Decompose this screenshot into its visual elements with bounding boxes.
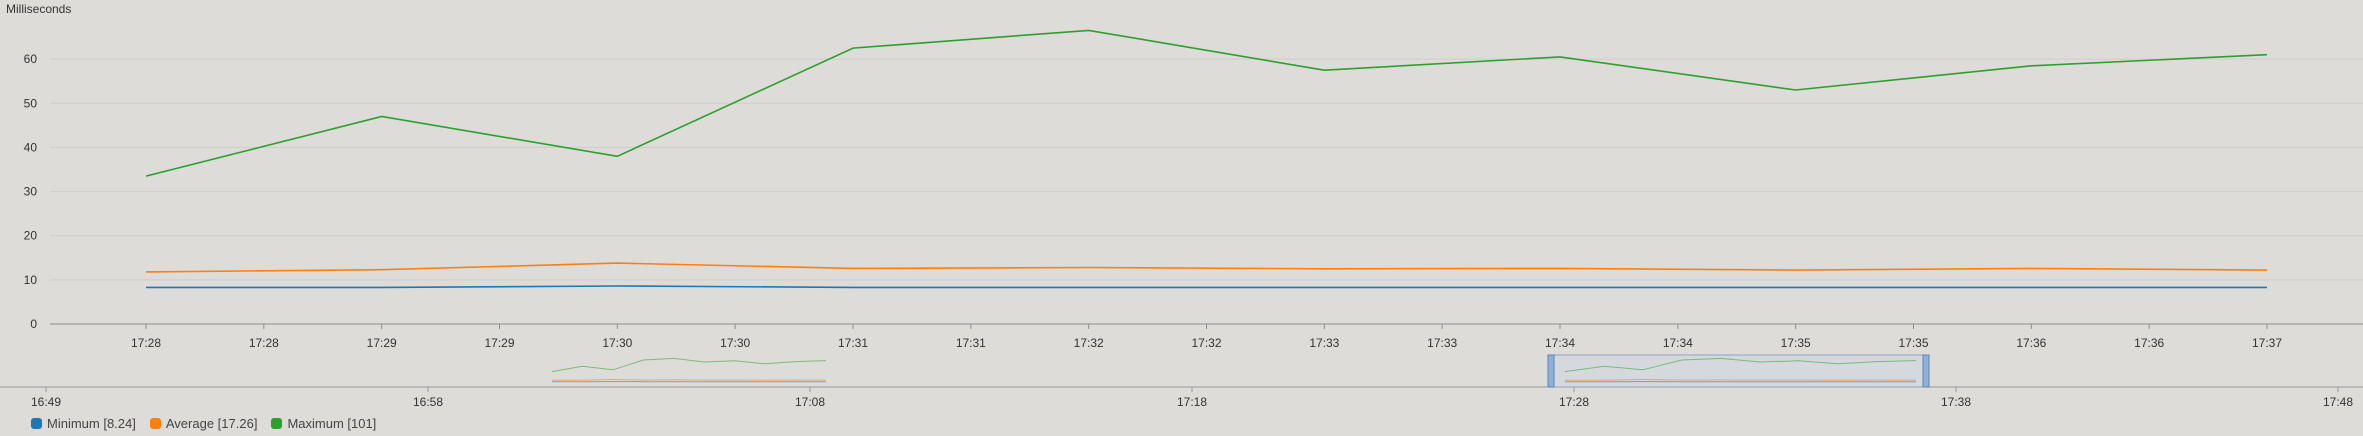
- nav-mini-right-series-1: [1564, 378, 1917, 381]
- legend-label-average: Average [17.26]: [165, 415, 258, 431]
- grid-lines: [50, 58, 2363, 325]
- x-tick-label: 17:34: [1545, 336, 1575, 350]
- legend-swatch-minimum: [31, 417, 42, 429]
- legend-item-maximum[interactable]: Maximum [101]: [271, 416, 376, 431]
- x-tick-label: 17:30: [602, 336, 632, 350]
- x-axis-ticks: 17:28 17:28 17:29 17:29 17:30 17:30 17:31 17:31…: [131, 324, 2282, 350]
- x-tick-label: 17:34: [1663, 336, 1693, 350]
- nav-mini-right-series-2: [1564, 357, 1917, 373]
- y-tick-label: 40: [24, 140, 38, 154]
- x-tick-label: 17:36: [2134, 336, 2164, 350]
- x-tick-label: 17:29: [484, 336, 514, 350]
- x-tick-label: 17:37: [2252, 336, 2282, 350]
- series-lines: [145, 29, 2268, 289]
- navigator-mini-series-left: [551, 357, 827, 383]
- x-tick-label: 17:35: [1781, 336, 1811, 350]
- y-axis-label: Milliseconds: [6, 2, 71, 16]
- y-axis-ticks: 0 10 20 30 40 50 60: [24, 52, 38, 331]
- legend-label-minimum: Minimum [8.24]: [47, 415, 136, 431]
- x-tick-label: 17:36: [2016, 336, 2046, 350]
- navigator-tick-label: 17:18: [1177, 395, 1207, 409]
- navigator-tick-label: 17:28: [1559, 395, 1589, 409]
- navigator-ticks: 16:49 16:58 17:08 17:18 17:28 17:38 17:48: [31, 387, 2353, 409]
- y-tick-label: 0: [30, 317, 37, 331]
- x-tick-label: 17:32: [1074, 336, 1104, 350]
- y-tick-label: 60: [24, 52, 38, 66]
- y-tick-label: 20: [24, 229, 38, 243]
- series-line-average: [145, 262, 2268, 273]
- y-tick-label: 30: [24, 185, 38, 199]
- navigator-tick-label: 17:48: [2323, 395, 2353, 409]
- legend-label-maximum: Maximum [101]: [287, 415, 377, 431]
- legend-swatch-average: [149, 417, 161, 429]
- legend-item-minimum[interactable]: Minimum [8.24]: [31, 416, 136, 431]
- navigator-handle-right[interactable]: [1922, 354, 1930, 388]
- y-tick-label: 10: [24, 273, 38, 287]
- x-tick-label: 17:33: [1309, 336, 1339, 350]
- legend: Minimum [8.24] Average [17.26] Maximum […: [31, 413, 390, 433]
- navigator-tick-label: 16:58: [413, 395, 443, 409]
- legend-item-average[interactable]: Average [17.26]: [149, 415, 258, 431]
- x-tick-label: 17:35: [1898, 336, 1928, 350]
- navigator-handle-left[interactable]: [1547, 354, 1555, 388]
- x-tick-label: 17:31: [956, 336, 986, 350]
- range-navigator[interactable]: 16:49 16:58 17:08 17:18 17:28 17:38 17:48: [0, 354, 2363, 409]
- navigator-tick-label: 16:49: [31, 395, 61, 409]
- x-tick-label: 17:28: [131, 336, 161, 350]
- navigator-mini-series-right: [1564, 357, 1917, 383]
- legend-swatch-maximum: [271, 417, 283, 429]
- x-tick-label: 17:33: [1427, 336, 1457, 350]
- y-tick-label: 50: [24, 96, 38, 110]
- x-tick-label: 17:28: [249, 336, 279, 350]
- x-tick-label: 17:30: [720, 336, 750, 350]
- x-tick-label: 17:31: [838, 336, 868, 350]
- navigator-tick-label: 17:38: [1941, 395, 1971, 409]
- nav-mini-left-series-2: [551, 357, 827, 373]
- navigator-tick-label: 17:08: [795, 395, 825, 409]
- nav-mini-left-series-1: [551, 378, 827, 381]
- series-line-minimum: [146, 285, 2267, 289]
- x-tick-label: 17:29: [367, 336, 397, 350]
- series-line-maximum: [145, 29, 2268, 177]
- x-tick-label: 17:32: [1191, 336, 1221, 350]
